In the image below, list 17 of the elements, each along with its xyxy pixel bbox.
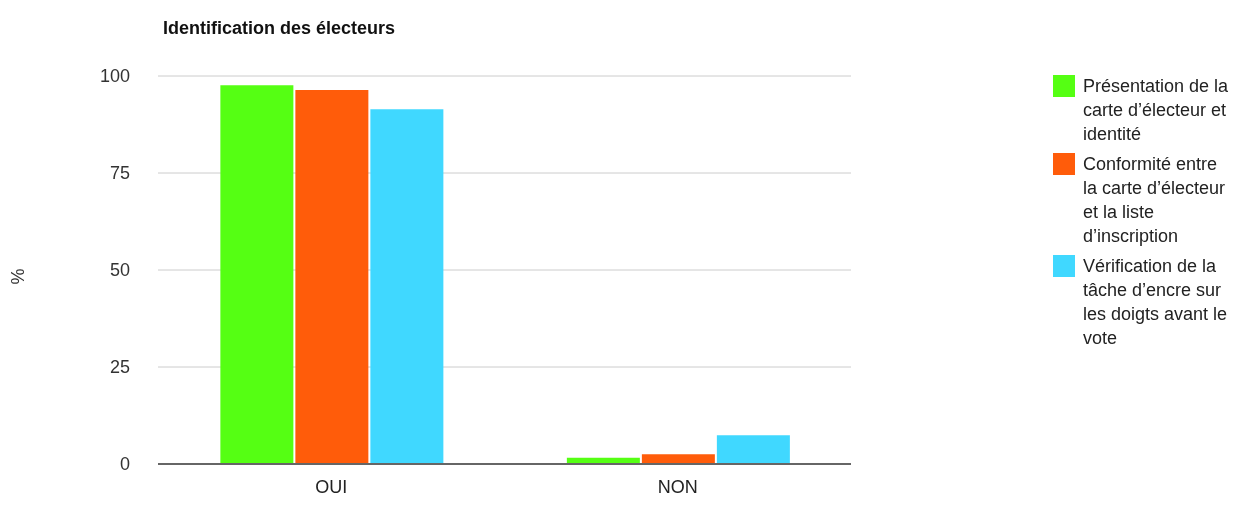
y-tick-label: 75 xyxy=(109,163,130,184)
y-axis-title: % xyxy=(7,268,29,285)
legend-label: Vérification de la tâche d’encre sur les doigts avant le vote xyxy=(1083,255,1229,350)
legend-label: Conformité entre la carte d’électeur et la liste d’inscription xyxy=(1083,153,1227,248)
y-tick-label: 25 xyxy=(109,357,130,378)
y-tick-label: 0 xyxy=(119,454,130,475)
y-tick-label: 100 xyxy=(99,66,130,87)
bar xyxy=(716,435,790,464)
chart-title: Identification des électeurs xyxy=(163,18,396,39)
bar xyxy=(370,109,444,464)
bar xyxy=(295,89,369,464)
x-tick-label: NON xyxy=(657,476,698,497)
bar xyxy=(641,454,715,464)
x-tick-label: OUI xyxy=(315,476,348,497)
bar xyxy=(220,85,294,464)
legend-label: Présentation de la carte d’électeur et identité xyxy=(1083,75,1230,146)
y-tick-label: 50 xyxy=(109,260,130,281)
